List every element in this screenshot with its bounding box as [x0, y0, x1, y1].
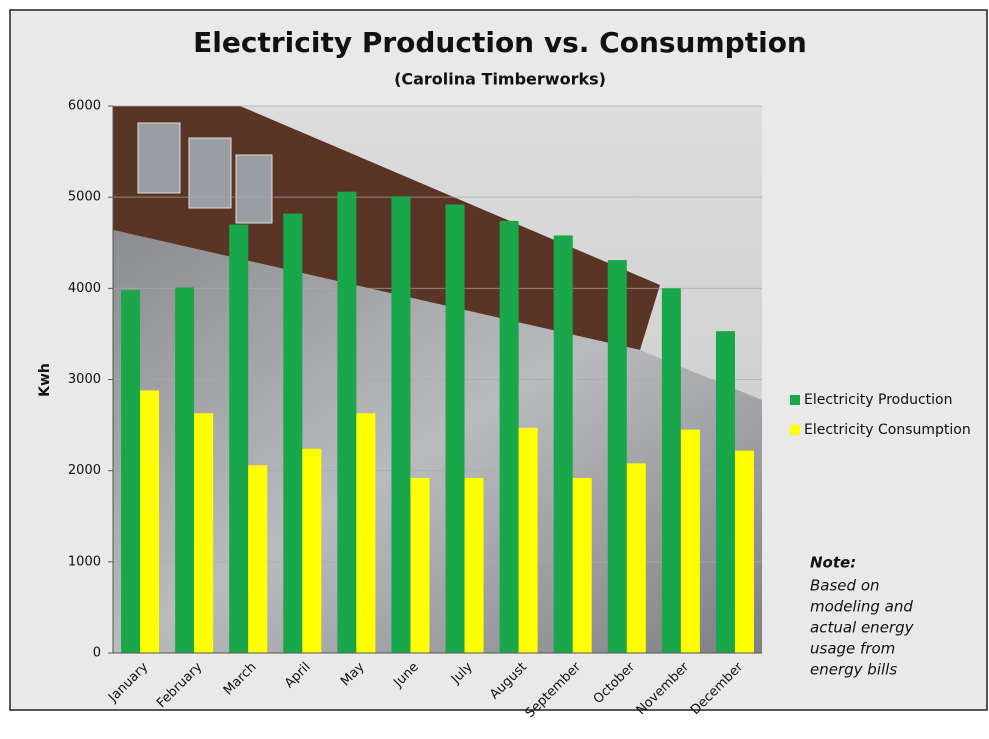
note-title: Note: — [810, 554, 856, 572]
note-line: actual energy — [810, 619, 915, 637]
note-line: modeling and — [810, 598, 913, 616]
legend-label: Electricity Production — [804, 392, 952, 408]
note-line: Based on — [810, 577, 880, 595]
bar — [715, 331, 735, 653]
bar — [229, 224, 249, 653]
bar — [661, 288, 681, 653]
note-line: usage from — [810, 640, 895, 658]
note-line: energy bills — [810, 661, 897, 679]
y-tick-label: 3000 — [68, 372, 101, 387]
legend-swatch — [790, 395, 800, 405]
y-tick-label: 5000 — [68, 190, 101, 205]
bar — [121, 290, 141, 653]
bar — [337, 191, 357, 654]
bar — [140, 390, 160, 653]
legend-swatch — [790, 425, 800, 435]
bar — [553, 235, 573, 653]
bar — [356, 413, 376, 653]
bar — [680, 429, 700, 653]
bar — [626, 463, 646, 653]
bar — [518, 427, 538, 653]
bar — [464, 477, 484, 653]
y-tick-label: 2000 — [68, 463, 101, 478]
bar — [445, 204, 465, 653]
bar — [572, 477, 592, 653]
bar — [194, 413, 214, 653]
chart-subtitle: (Carolina Timberworks) — [394, 70, 606, 89]
bar — [175, 287, 195, 653]
bar — [410, 477, 430, 653]
y-tick-label: 1000 — [68, 554, 101, 569]
bar — [607, 260, 627, 653]
chart-title: Electricity Production vs. Consumption — [193, 26, 807, 59]
legend-label: Electricity Consumption — [804, 422, 971, 438]
y-tick-label: 0 — [93, 646, 101, 661]
y-axis-label: Kwh — [37, 363, 53, 397]
bar — [499, 220, 519, 653]
y-tick-label: 6000 — [68, 99, 101, 114]
y-tick-label: 4000 — [68, 281, 101, 296]
bar — [248, 465, 268, 653]
bar — [734, 450, 754, 653]
bar — [283, 213, 303, 653]
bar — [302, 448, 322, 653]
bar — [391, 196, 411, 653]
